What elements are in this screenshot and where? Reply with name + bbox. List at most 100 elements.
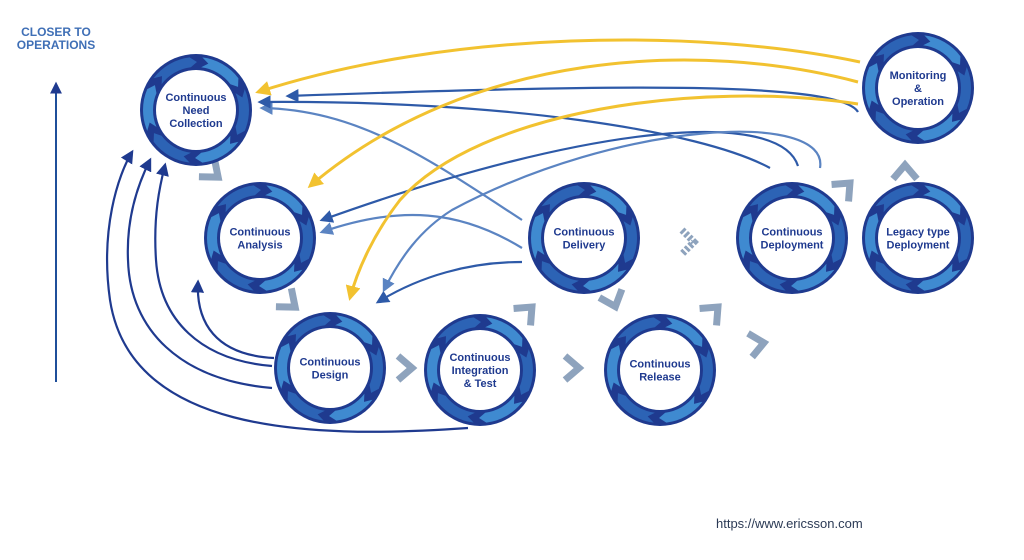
ring-segment: [739, 213, 753, 259]
stage-label-legacy: Legacy type: [886, 227, 950, 239]
ring-segment: [479, 395, 523, 423]
ring-segment: [957, 67, 972, 113]
stage-label-deployment: Continuous: [761, 227, 822, 239]
ring-segment: [617, 393, 655, 423]
axis-label-line1: CLOSER TO: [21, 25, 91, 39]
ring-segment: [875, 185, 919, 213]
ring-segment: [437, 393, 475, 423]
stage-label-delivery: Delivery: [563, 240, 607, 252]
chevron-design-to-integration: [395, 353, 418, 383]
axis-label-line2: OPERATIONS: [16, 38, 96, 52]
chevron-analysis-to-design: [275, 287, 300, 311]
feedback-deployment-to-need: [257, 95, 771, 169]
stage-label-release: Release: [639, 372, 681, 384]
feedback-arrows: [106, 38, 861, 433]
ring-segment: [485, 317, 523, 347]
stage-center-design: [290, 328, 370, 408]
feedback-deployment-to-design: [382, 130, 822, 293]
ring-segment: [791, 263, 835, 291]
stage-label-legacy: Deployment: [887, 240, 950, 252]
stage-center-need: [156, 70, 236, 150]
ring-segment: [153, 57, 197, 85]
feedback-deployment-to-analysis: [319, 131, 800, 223]
chevron-delivery-to-deployment: [679, 227, 699, 257]
ring-segment: [623, 217, 637, 263]
chevron-deployment-up: [831, 179, 854, 202]
ring-segment: [143, 85, 157, 131]
ring-segment: [265, 185, 303, 215]
ring-segment: [299, 217, 314, 263]
feedback-yellow-monitoring-to-analysis: [307, 58, 859, 188]
axis-label: CLOSER TO OPERATIONS: [6, 26, 106, 52]
stage-label-analysis: Continuous: [229, 227, 290, 239]
ring-segment: [699, 349, 714, 395]
stage-monitoring: Monitoring&Operation: [862, 32, 974, 144]
ring-segment: [797, 185, 835, 215]
stage-center-delivery: [544, 198, 624, 278]
ring-segment: [217, 261, 255, 291]
ring-segment: [287, 315, 331, 343]
ring-segment: [287, 391, 325, 421]
stage-center-analysis: [220, 198, 300, 278]
stage-label-need: Need: [183, 105, 210, 117]
feedback-integration-to-need: [106, 149, 469, 433]
stage-center-monitoring: [878, 48, 958, 128]
ring-segment: [749, 185, 793, 213]
ring-segment: [875, 261, 913, 291]
ring-segment: [217, 185, 261, 213]
feedback-yellow-monitoring-to-design: [345, 94, 859, 301]
flow-chevrons: [198, 157, 920, 383]
chevron-legacy-to-monitoring: [890, 159, 920, 182]
ring-segment: [541, 261, 579, 291]
feedback-delivery-to-need: [259, 101, 523, 221]
ring-segment: [195, 135, 239, 163]
source-link[interactable]: https://www.ericsson.com: [716, 516, 863, 531]
stage-label-monitoring: Monitoring: [890, 70, 947, 82]
ring-segment: [277, 343, 291, 389]
ring-segment: [917, 263, 961, 291]
stage-center-legacy: [878, 198, 958, 278]
ring-segment: [665, 317, 703, 347]
stage-label-need: Collection: [169, 118, 222, 130]
ring-segment: [426, 345, 441, 391]
ring-segment: [831, 217, 846, 263]
ring-segment: [335, 315, 373, 345]
ring-segment: [329, 393, 373, 421]
chevron-release-to-deployment-2: [746, 330, 770, 360]
stage-label-need: Continuous: [165, 92, 226, 104]
ring-segment: [607, 345, 621, 391]
feedback-design-to-need-2: [154, 162, 273, 368]
stage-label-integration: Integration: [452, 365, 509, 377]
ring-segment: [235, 89, 249, 135]
ring-segment: [957, 217, 971, 263]
ring-segment: [923, 35, 961, 65]
stage-label-monitoring: Operation: [892, 96, 944, 108]
ring-segment: [659, 395, 703, 423]
chevron-need-to-analysis: [198, 157, 223, 181]
stage-label-delivery: Continuous: [553, 227, 614, 239]
feedback-delivery-to-analysis: [319, 213, 523, 249]
ring-segment: [749, 261, 787, 291]
chevron-release-to-deployment-1: [699, 303, 722, 326]
stage-label-design: Continuous: [299, 357, 360, 369]
stage-center-integration: [440, 330, 520, 410]
chevron-integration-to-delivery: [513, 303, 536, 326]
ring-segment: [875, 35, 919, 63]
stage-label-design: Design: [312, 370, 349, 382]
stage-center-deployment: [752, 198, 832, 278]
ring-segment: [923, 185, 961, 215]
stage-label-monitoring: &: [914, 83, 922, 95]
ring-segment: [153, 133, 191, 163]
ring-segment: [437, 317, 481, 345]
chevron-delivery-to-release: [597, 288, 626, 312]
ring-segment: [201, 57, 239, 87]
ring-segment: [207, 213, 221, 259]
stage-rings: ContinuousNeedCollectionContinuousAnalys…: [140, 32, 974, 426]
ring-segment: [589, 185, 627, 215]
